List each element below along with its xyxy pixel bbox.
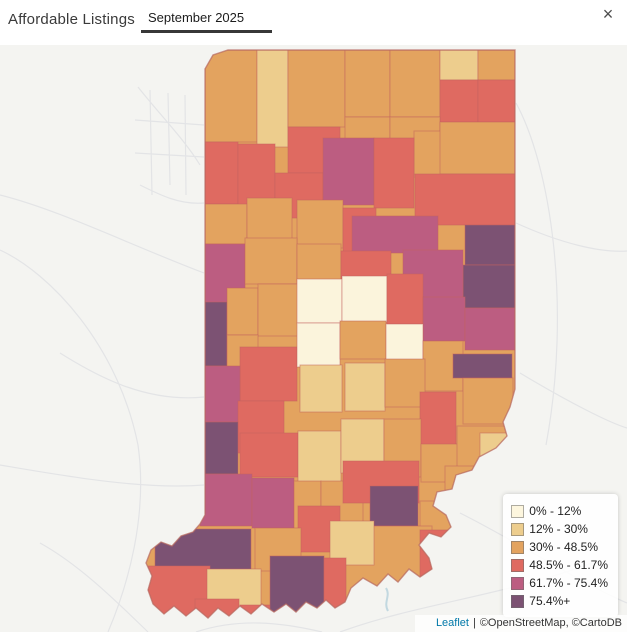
map-attribution: Leaflet | ©OpenStreetMap, ©CartoDB [414,615,627,632]
county-shape[interactable] [464,224,515,266]
county-shape[interactable] [477,79,515,123]
attribution-credits: ©OpenStreetMap, ©CartoDB [479,617,622,629]
indiana-choropleth-map[interactable] [0,45,627,632]
attribution-separator: | [472,617,476,629]
legend-label: 75.4%+ [529,594,571,608]
legend-row: 75.4%+ [511,593,608,609]
county-shape[interactable] [204,141,239,205]
county-shape[interactable] [439,79,479,123]
county-shape[interactable] [296,322,341,368]
legend-row: 61.7% - 75.4% [511,575,608,591]
county-shape[interactable] [299,364,343,413]
legend-row: 30% - 48.5% [511,539,608,555]
legend-row: 0% - 12% [511,503,608,519]
county-shape[interactable] [413,130,443,176]
county-shape[interactable] [419,391,457,447]
county-shape[interactable] [340,250,392,281]
county-shape[interactable] [296,243,342,282]
county-shape[interactable] [386,273,424,325]
river-line [385,587,389,612]
county-shape[interactable] [237,143,276,206]
county-shape[interactable] [204,365,241,423]
close-icon[interactable]: × [602,3,614,24]
page-title: Affordable Listings [8,10,135,28]
county-shape[interactable] [296,278,343,324]
background-road-line [59,352,205,399]
background-road-line [515,222,627,252]
background-road-line [0,194,205,274]
legend-label: 61.7% - 75.4% [529,576,608,590]
county-shape[interactable] [464,307,515,351]
background-road-line [515,102,559,446]
legend-swatch [511,558,525,572]
county-shape[interactable] [452,353,513,379]
county-shape[interactable] [385,323,424,361]
legend-row: 12% - 30% [511,521,608,537]
map-canvas[interactable]: 0% - 12% 12% - 30% 30% - 48.5% 48.5% - 61.7… [0,45,627,632]
county-shape[interactable] [439,121,515,175]
county-shape[interactable] [462,377,514,425]
county-shape[interactable] [287,50,346,128]
legend-label: 48.5% - 61.7% [529,558,608,572]
county-shape[interactable] [422,340,464,392]
county-shape[interactable] [239,432,299,478]
legend-swatch [511,594,525,608]
county-shape[interactable] [204,301,228,367]
background-road-line [39,542,149,632]
county-shape[interactable] [351,215,439,254]
background-road-line [0,249,142,632]
county-shape[interactable] [199,473,253,527]
county-shape[interactable] [239,346,298,402]
background-road-line [134,86,205,204]
leaflet-link[interactable]: Leaflet [435,617,469,629]
county-shape[interactable] [244,237,298,285]
map-legend: 0% - 12% 12% - 30% 30% - 48.5% 48.5% - 61.7… [503,494,618,617]
county-shape[interactable] [296,199,344,249]
county-shape[interactable] [422,296,466,342]
tab-september-2025[interactable]: September 2025 [141,4,272,33]
county-shape[interactable] [341,275,388,323]
state-outline [145,49,516,619]
background-road-line [0,464,205,487]
county-shape[interactable] [256,50,289,148]
county-shape[interactable] [204,203,248,245]
county-shape[interactable] [462,264,515,309]
county-shape[interactable] [369,485,419,527]
county-shape[interactable] [344,362,386,412]
county-shape[interactable] [251,477,295,529]
header-bar: Affordable Listings September 2025 × [0,0,627,45]
legend-swatch [511,504,525,518]
county-shape[interactable] [339,320,387,360]
legend-label: 30% - 48.5% [529,540,598,554]
legend-label: 0% - 12% [529,504,582,518]
ukraine-flag-icon [420,619,432,627]
county-shape[interactable] [204,50,258,143]
county-shape[interactable] [389,50,441,118]
county-shape[interactable] [439,50,479,81]
county-shape[interactable] [226,287,259,336]
legend-swatch [511,576,525,590]
legend-row: 48.5% - 61.7% [511,557,608,573]
legend-label: 12% - 30% [529,522,588,536]
legend-swatch [511,522,525,536]
county-shape[interactable] [477,50,515,81]
county-shape[interactable] [344,50,391,118]
county-shape[interactable] [297,430,342,484]
county-shape[interactable] [384,358,426,408]
background-road-line [195,622,323,632]
legend-swatch [511,540,525,554]
county-shape[interactable] [322,137,375,206]
background-road-line [519,372,627,429]
county-shape[interactable] [373,137,415,209]
county-shape[interactable] [204,421,239,475]
